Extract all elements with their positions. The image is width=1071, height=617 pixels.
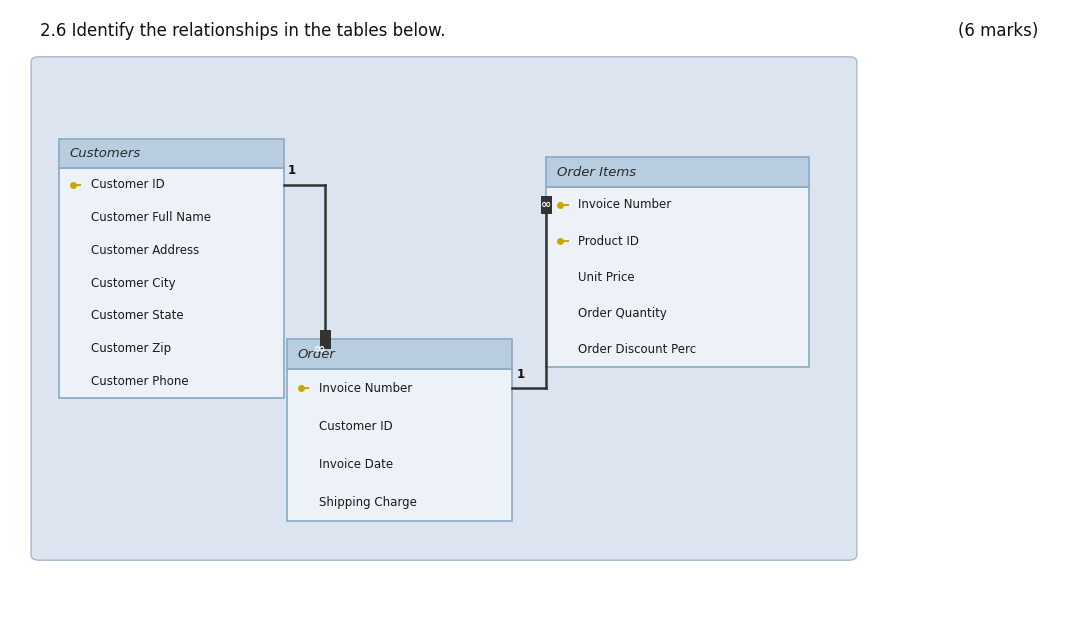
- Text: Customer ID: Customer ID: [91, 178, 165, 191]
- Text: 1: 1: [516, 368, 525, 381]
- Text: Order: Order: [298, 347, 335, 361]
- Text: ∞: ∞: [541, 199, 552, 212]
- Bar: [320, 330, 331, 349]
- Text: Product ID: Product ID: [578, 234, 639, 247]
- Bar: [546, 187, 809, 367]
- Text: Customers: Customers: [70, 147, 141, 160]
- Text: Order Items: Order Items: [557, 165, 636, 179]
- Bar: [546, 157, 809, 187]
- Text: Order Discount Perc: Order Discount Perc: [578, 342, 696, 355]
- Text: Customer Phone: Customer Phone: [91, 375, 188, 388]
- Bar: [541, 196, 552, 214]
- Text: Customer State: Customer State: [91, 310, 183, 323]
- Text: Customer Zip: Customer Zip: [91, 342, 171, 355]
- Text: Unit Price: Unit Price: [578, 270, 635, 284]
- Text: Customer Address: Customer Address: [91, 244, 199, 257]
- Text: Order Quantity: Order Quantity: [578, 307, 667, 320]
- Text: Shipping Charge: Shipping Charge: [319, 496, 417, 509]
- Text: Customer City: Customer City: [91, 276, 176, 290]
- Bar: [287, 369, 512, 521]
- Text: ∞: ∞: [314, 342, 326, 357]
- Text: Customer ID: Customer ID: [319, 420, 393, 433]
- Text: Invoice Number: Invoice Number: [578, 199, 672, 212]
- Bar: [59, 139, 284, 168]
- Bar: [287, 339, 512, 369]
- Text: 1: 1: [288, 165, 297, 178]
- Bar: [59, 168, 284, 398]
- Text: 2.6 Identify the relationships in the tables below.: 2.6 Identify the relationships in the ta…: [40, 22, 446, 39]
- Text: Invoice Number: Invoice Number: [319, 381, 412, 394]
- Text: Invoice Date: Invoice Date: [319, 458, 393, 471]
- Text: Customer Full Name: Customer Full Name: [91, 211, 211, 224]
- Text: (6 marks): (6 marks): [959, 22, 1039, 39]
- FancyBboxPatch shape: [31, 57, 857, 560]
